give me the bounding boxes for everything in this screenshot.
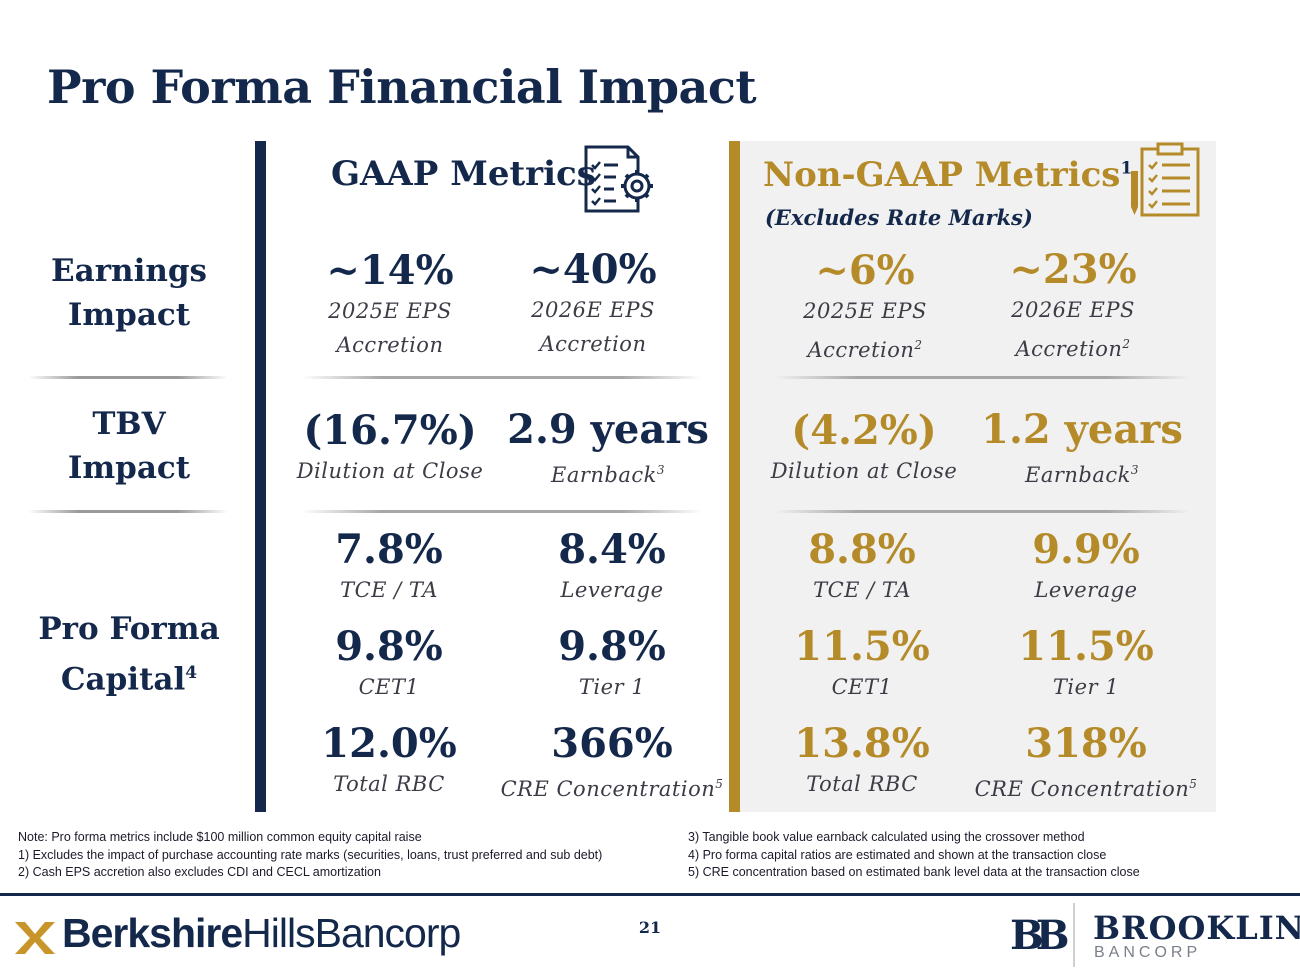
berkshire-logo-text: BerkshireHillsBancorp bbox=[62, 910, 461, 956]
clipboard-gear-icon bbox=[584, 145, 653, 213]
non-gaap-leverage: 9.9% Leverage bbox=[1032, 526, 1140, 603]
non-gaap-tbv-dilution: (4.2%) Dilution at Close bbox=[770, 407, 958, 484]
gaap-cre-concentration: 366% CRE Concentration5 bbox=[500, 720, 724, 802]
gaap-tier1: 9.8% Tier 1 bbox=[558, 623, 666, 700]
row-divider bbox=[28, 376, 228, 379]
non-gaap-cet1: 11.5% CET1 bbox=[794, 623, 930, 700]
clipboard-checklist-icon bbox=[1131, 142, 1200, 217]
berkshire-x-icon bbox=[15, 922, 55, 954]
brand-divider bbox=[1073, 903, 1075, 967]
gaap-tce-ta: 7.8% TCE / TA bbox=[335, 526, 443, 603]
row-label-tbv: TBV Impact bbox=[67, 406, 191, 486]
gaap-leverage: 8.4% Leverage bbox=[558, 526, 666, 603]
gaap-total-rbc: 12.0% Total RBC bbox=[321, 720, 457, 797]
non-gaap-tce-ta: 8.8% TCE / TA bbox=[808, 526, 916, 603]
section-divider bbox=[302, 510, 702, 513]
non-gaap-total-rbc: 13.8% Total RBC bbox=[794, 720, 930, 797]
gaap-tbv-earnback: 2.9 years Earnback3 bbox=[507, 406, 709, 488]
non-gaap-tier1: 11.5% Tier 1 bbox=[1018, 623, 1154, 700]
row-label-earnings: Earnings Impact bbox=[50, 253, 208, 333]
non-gaap-heading: Non-GAAP Metrics1 bbox=[763, 155, 1133, 195]
gaap-eps-2025: ~14% 2025E EPS Accretion bbox=[326, 247, 454, 358]
gaap-eps-2026: ~40% 2026E EPS Accretion bbox=[529, 246, 657, 357]
row-label-capital: Pro Forma Capital4 bbox=[38, 611, 220, 698]
non-gaap-accent-bar bbox=[729, 141, 740, 812]
page-title: Pro Forma Financial Impact bbox=[47, 60, 757, 114]
non-gaap-tbv-earnback: 1.2 years Earnback3 bbox=[981, 406, 1183, 488]
brookline-logo-text: BROOKLINE bbox=[1093, 909, 1300, 947]
section-divider bbox=[775, 510, 1190, 513]
section-divider bbox=[302, 376, 702, 379]
non-gaap-eps-2025: ~6% 2025E EPS Accretion2 bbox=[803, 247, 927, 363]
non-gaap-cre-concentration: 318% CRE Concentration5 bbox=[974, 720, 1198, 802]
gaap-tbv-dilution: (16.7%) Dilution at Close bbox=[296, 407, 484, 484]
non-gaap-subheading: (Excludes Rate Marks) bbox=[765, 205, 1033, 230]
footnotes-right: 3) Tangible book value earnback calculat… bbox=[688, 830, 1140, 879]
non-gaap-eps-2026: ~23% 2026E EPS Accretion2 bbox=[1009, 246, 1137, 362]
gaap-cet1: 9.8% CET1 bbox=[335, 623, 443, 700]
brookline-logo-subtext: BANCORP bbox=[1094, 944, 1202, 961]
gaap-heading: GAAP Metrics bbox=[331, 154, 596, 194]
gaap-accent-bar bbox=[255, 141, 266, 812]
section-divider bbox=[775, 376, 1190, 379]
footer-rule bbox=[0, 893, 1300, 896]
non-gaap-panel bbox=[740, 141, 1216, 812]
row-divider bbox=[28, 510, 228, 513]
footnotes-left: Note: Pro forma metrics include $100 mil… bbox=[18, 830, 603, 879]
page-number: 21 bbox=[638, 918, 662, 937]
brookline-monogram-logo: BB bbox=[1010, 912, 1070, 959]
